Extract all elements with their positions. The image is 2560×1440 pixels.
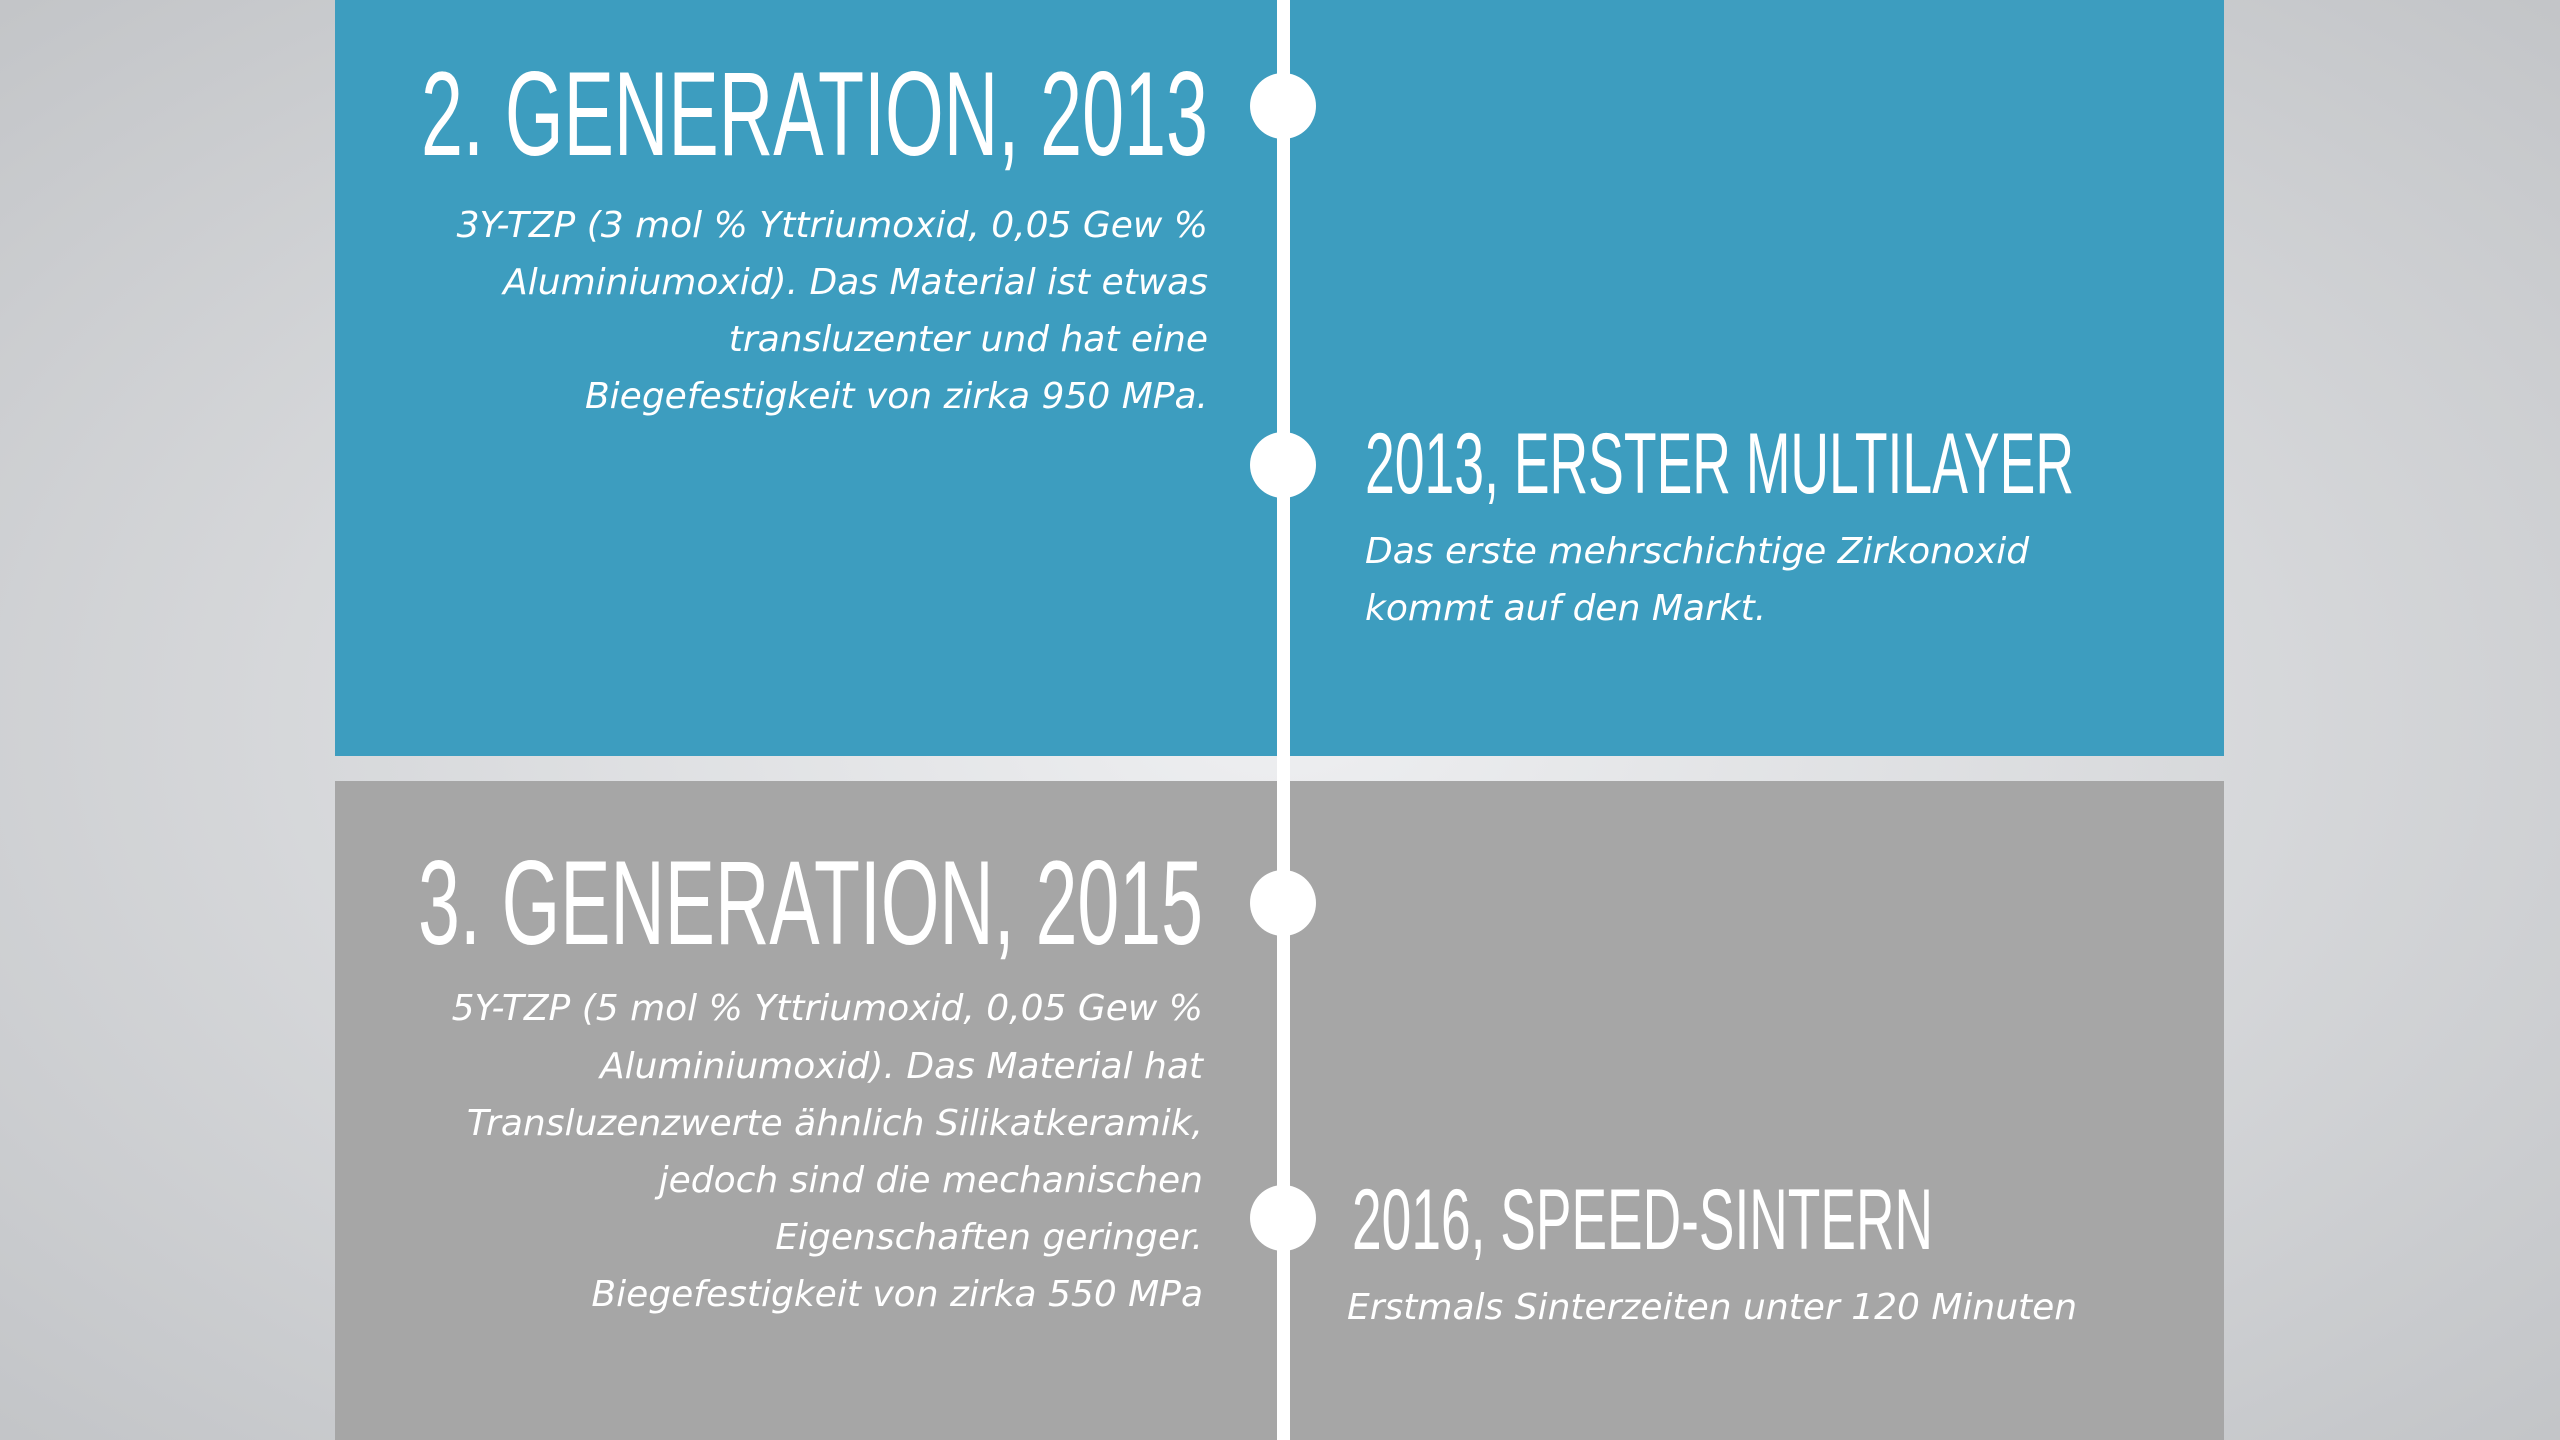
entry-text: 3Y-TZP (3 mol % Yttriumoxid, 0,05 Gew % — [457, 205, 1208, 246]
entry-text: Aluminiumoxid). Das Material hat — [598, 1046, 1205, 1087]
entry-text: Aluminiumoxid). Das Material ist etwas — [501, 262, 1208, 303]
texts: 2. GENERATION, 2013 3Y-TZP (3 mol % Yttri… — [418, 47, 2077, 1328]
entry-title: 3. GENERATION, 2015 — [418, 836, 1203, 970]
entry-text: Biegefestigkeit von zirka 950 MPa. — [585, 376, 1208, 417]
entry-text: jedoch sind die mechanischen — [654, 1160, 1203, 1201]
entry-text: Eigenschaften geringer. — [775, 1217, 1203, 1258]
entry-text: Das erste mehrschichtige Zirkonoxid — [1365, 531, 2030, 572]
timeline-dot — [1250, 1185, 1316, 1251]
entry-text: Transluzenzwerte ähnlich Silikatkeramik, — [467, 1103, 1203, 1144]
timeline-dot — [1250, 432, 1316, 498]
entry-title: 2. GENERATION, 2013 — [421, 47, 1208, 181]
entry-title: 2013, ERSTER MULTILAYER — [1365, 416, 2074, 512]
entry-text: 5Y-TZP (5 mol % Yttriumoxid, 0,05 Gew % — [452, 988, 1203, 1029]
entry-title: 2016, SPEED-SINTERN — [1352, 1172, 1933, 1268]
timeline-dot — [1250, 73, 1316, 139]
timeline-line — [1277, 0, 1290, 1440]
entry-text: Erstmals Sinterzeiten unter 120 Minuten — [1347, 1287, 2077, 1328]
entry-text: transluzenter und hat eine — [729, 319, 1208, 360]
timeline-dot — [1250, 870, 1316, 936]
entry-text: Biegefestigkeit von zirka 550 MPa — [591, 1274, 1203, 1315]
entry-text: kommt auf den Markt. — [1365, 588, 1766, 629]
